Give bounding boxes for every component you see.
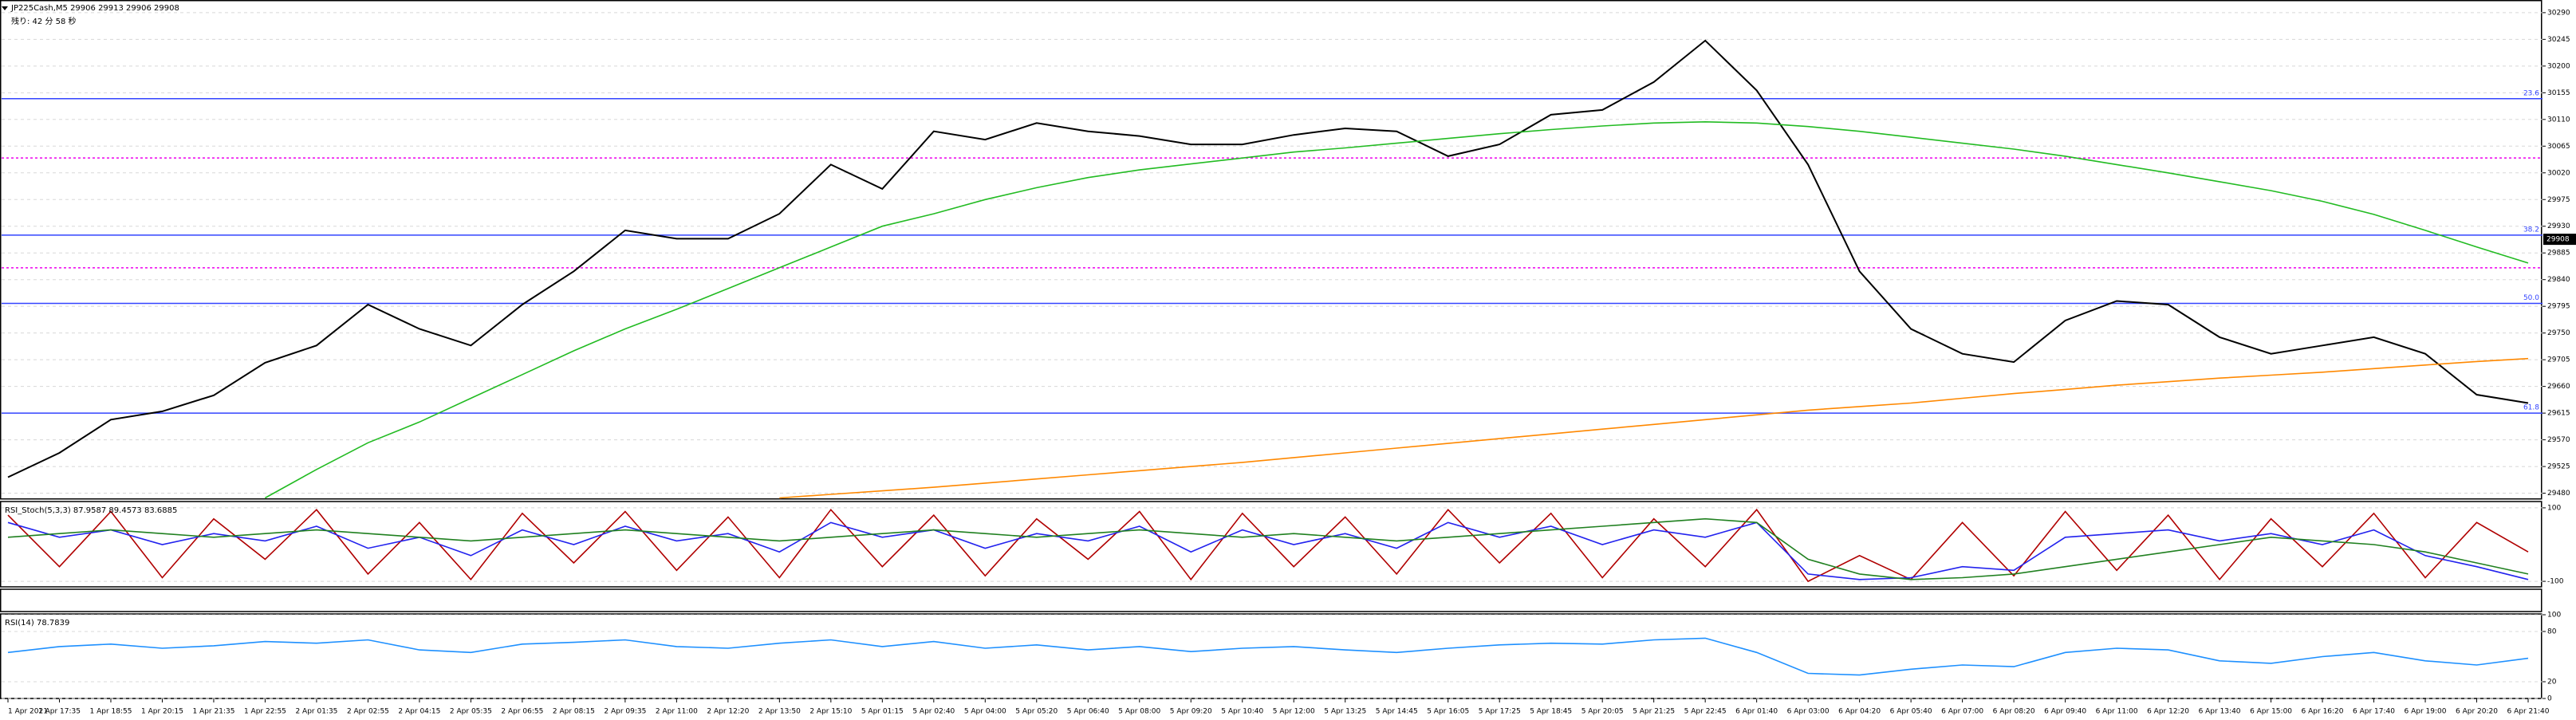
x-tick-label: 5 Apr 14:45 xyxy=(1376,708,1418,716)
x-tick-label: 6 Apr 03:00 xyxy=(1787,708,1830,716)
y-tick-label: 29660 xyxy=(2547,383,2570,391)
y-tick-label: 30290 xyxy=(2547,9,2570,17)
series-line xyxy=(265,120,2529,499)
rsi-panel xyxy=(0,613,2543,699)
x-tick-label: 5 Apr 20:05 xyxy=(1581,708,1624,716)
x-tick-label: 6 Apr 13:40 xyxy=(2199,708,2241,716)
x-tick-label: 5 Apr 21:25 xyxy=(1633,708,1675,716)
y-tick-label: 80 xyxy=(2547,628,2557,636)
x-tick-label: 5 Apr 16:05 xyxy=(1427,708,1469,716)
stoch-panel xyxy=(0,501,2543,588)
x-tick-label: 2 Apr 08:15 xyxy=(553,708,595,716)
x-tick-label: 2 Apr 13:50 xyxy=(758,708,801,716)
x-tick-label: 1 Apr 2021 xyxy=(8,708,48,716)
x-tick-label: 1 Apr 17:35 xyxy=(38,708,81,716)
x-tick-label: 6 Apr 15:00 xyxy=(2250,708,2292,716)
y-tick-label: 0 xyxy=(2547,695,2552,703)
bar-timer: 残り: 42 分 58 秒 xyxy=(11,16,77,26)
fib-label: 38.2 xyxy=(2523,226,2539,234)
x-tick-label: 6 Apr 19:00 xyxy=(2405,708,2447,716)
x-tick-label: 6 Apr 08:20 xyxy=(1993,708,2035,716)
y-tick-label: 29750 xyxy=(2547,329,2570,337)
x-tick-label: 6 Apr 05:40 xyxy=(1890,708,1932,716)
x-tick-label: 5 Apr 02:40 xyxy=(912,708,955,716)
y-tick-label: 30110 xyxy=(2547,116,2570,124)
y-tick-label: 29885 xyxy=(2547,250,2570,258)
y-tick-label: 30065 xyxy=(2547,143,2570,151)
x-tick-label: 6 Apr 17:40 xyxy=(2353,708,2395,716)
x-tick-label: 6 Apr 20:20 xyxy=(2456,708,2498,716)
y-tick-label: 29480 xyxy=(2547,490,2570,498)
y-tick-label: -100 xyxy=(2547,578,2564,586)
x-tick-label: 1 Apr 21:35 xyxy=(192,708,234,716)
x-tick-label: 2 Apr 09:35 xyxy=(604,708,646,716)
x-tick-label: 6 Apr 01:40 xyxy=(1735,708,1778,716)
y-tick-label: 29570 xyxy=(2547,436,2570,444)
y-tick-label: 29705 xyxy=(2547,356,2570,364)
series-line xyxy=(7,508,2529,583)
current-price-box xyxy=(2543,234,2576,246)
fib-label: 61.8 xyxy=(2523,404,2539,412)
y-tick-label: 29615 xyxy=(2547,410,2570,418)
x-tick-label: 2 Apr 02:55 xyxy=(347,708,389,716)
x-tick-label: 5 Apr 09:20 xyxy=(1170,708,1212,716)
current-price-label: 29908 xyxy=(2546,236,2570,244)
y-tick-label: 29795 xyxy=(2547,303,2570,311)
x-tick-label: 1 Apr 22:55 xyxy=(244,708,286,716)
x-tick-label: 5 Apr 08:00 xyxy=(1118,708,1160,716)
x-tick-label: 6 Apr 11:00 xyxy=(2096,708,2138,716)
x-tick-label: 6 Apr 07:00 xyxy=(1941,708,1983,716)
series-line xyxy=(7,637,2529,676)
x-tick-label: 6 Apr 21:40 xyxy=(2507,708,2550,716)
x-tick-label: 5 Apr 22:45 xyxy=(1684,708,1727,716)
y-tick-label: 29525 xyxy=(2547,463,2570,471)
x-tick-label: 6 Apr 16:20 xyxy=(2302,708,2344,716)
x-tick-label: 2 Apr 15:10 xyxy=(809,708,852,716)
x-tick-label: 2 Apr 11:00 xyxy=(656,708,698,716)
y-tick-label: 30020 xyxy=(2547,169,2570,177)
x-tick-label: 5 Apr 18:45 xyxy=(1530,708,1572,716)
x-tick-label: 5 Apr 12:00 xyxy=(1273,708,1315,716)
series-line xyxy=(7,521,2529,580)
y-tick-label: 29975 xyxy=(2547,196,2570,204)
x-tick-label: 6 Apr 12:20 xyxy=(2147,708,2189,716)
series-line xyxy=(779,357,2529,499)
y-tick-label: 100 xyxy=(2547,612,2561,620)
x-tick-label: 1 Apr 20:15 xyxy=(141,708,183,716)
symbol-header: JP225Cash,M5 29906 29913 29906 29908 xyxy=(10,4,179,13)
x-tick-label: 5 Apr 17:25 xyxy=(1479,708,1521,716)
fib-label: 23.6 xyxy=(2523,89,2539,97)
x-tick-label: 2 Apr 01:35 xyxy=(295,708,337,716)
series-line xyxy=(7,39,2529,478)
panel-title: RSI_Stoch(5,3,3) 87.9587 89.4573 83.6885 xyxy=(5,506,177,515)
fib-label: 50.0 xyxy=(2523,294,2539,302)
x-tick-label: 5 Apr 06:40 xyxy=(1067,708,1109,716)
y-tick-label: 100 xyxy=(2547,504,2561,512)
x-tick-label: 5 Apr 10:40 xyxy=(1221,708,1263,716)
y-tick-label: 29930 xyxy=(2547,222,2570,230)
x-tick-label: 5 Apr 04:00 xyxy=(964,708,1006,716)
x-tick-label: 5 Apr 01:15 xyxy=(861,708,904,716)
y-tick-label: 30155 xyxy=(2547,89,2570,97)
y-tick-label: 29840 xyxy=(2547,276,2570,284)
x-tick-label: 2 Apr 06:55 xyxy=(501,708,543,716)
y-tick-label: 20 xyxy=(2547,679,2557,687)
y-tick-label: 30245 xyxy=(2547,36,2570,44)
x-tick-label: 5 Apr 05:20 xyxy=(1015,708,1058,716)
panel-title: RSI(14) 78.7839 xyxy=(5,619,69,628)
series-line xyxy=(7,517,2529,580)
x-tick-label: 2 Apr 04:15 xyxy=(398,708,440,716)
y-tick-label: 30200 xyxy=(2547,62,2570,70)
empty-panel xyxy=(0,588,2543,612)
main-panel xyxy=(0,0,2543,500)
x-tick-label: 6 Apr 04:20 xyxy=(1838,708,1881,716)
x-tick-label: 2 Apr 12:20 xyxy=(707,708,749,716)
x-tick-label: 1 Apr 18:55 xyxy=(89,708,132,716)
x-tick-label: 2 Apr 05:35 xyxy=(450,708,492,716)
x-tick-label: 5 Apr 13:25 xyxy=(1324,708,1366,716)
x-tick-label: 6 Apr 09:40 xyxy=(2044,708,2086,716)
menu-icon[interactable] xyxy=(2,6,8,10)
